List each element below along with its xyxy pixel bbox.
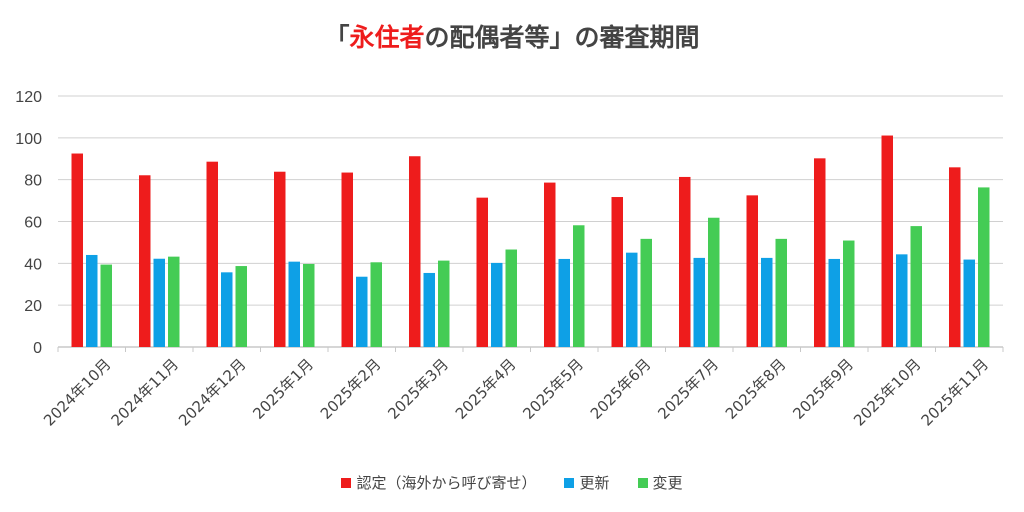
bar-red xyxy=(206,161,218,347)
bar-blue xyxy=(828,258,840,347)
legend-item: 認定（海外から呼び寄せ） xyxy=(341,472,536,493)
y-tick-label: 80 xyxy=(24,173,42,190)
title-prefix: 「 xyxy=(324,23,350,52)
bar-red xyxy=(409,156,421,347)
bar-red xyxy=(476,197,488,347)
bar-green xyxy=(100,264,112,347)
bar-green xyxy=(573,225,585,347)
bar-red xyxy=(139,175,151,347)
bar-blue xyxy=(423,272,435,347)
y-tick-label: 60 xyxy=(24,215,42,232)
bar-blue xyxy=(86,254,98,347)
x-tick-label: 2025年3月 xyxy=(384,355,452,423)
x-tick-label: 2025年8月 xyxy=(722,355,790,423)
bar-red xyxy=(949,167,961,347)
bar-green xyxy=(505,249,517,347)
bar-green xyxy=(303,263,315,347)
legend-item: 変更 xyxy=(637,472,683,493)
title-suffix: の配偶者等」の審査期間 xyxy=(424,23,700,52)
legend-label: 更新 xyxy=(579,474,610,492)
bar-blue xyxy=(626,252,638,347)
bar-blue xyxy=(491,262,503,347)
bar-blue xyxy=(761,257,773,347)
title-highlight: 永住者 xyxy=(349,23,425,52)
x-tick-label: 2024年12月 xyxy=(175,355,249,429)
bar-red xyxy=(679,176,691,347)
bar-red xyxy=(746,195,758,347)
legend-swatch xyxy=(341,477,352,488)
x-tick-label: 2025年1月 xyxy=(249,355,317,423)
x-tick-label: 2024年11月 xyxy=(108,355,182,429)
bar-green xyxy=(843,240,855,347)
bar-green xyxy=(775,238,787,347)
x-tick-label: 2025年5月 xyxy=(519,355,587,423)
bar-blue xyxy=(963,259,975,347)
bar-green xyxy=(640,238,652,347)
bar-green xyxy=(910,226,922,347)
legend-label: 変更 xyxy=(652,474,683,492)
bar-green xyxy=(708,217,720,347)
bar-blue xyxy=(288,261,300,347)
bar-red xyxy=(341,172,353,347)
legend-swatch xyxy=(564,477,575,488)
bar-blue xyxy=(693,257,705,347)
x-tick-label: 2025年11月 xyxy=(918,355,992,429)
bar-green xyxy=(978,187,990,347)
legend-item: 更新 xyxy=(564,472,610,493)
bar-blue xyxy=(896,254,908,347)
legend: 認定（海外から呼び寄せ） 更新 変更 xyxy=(0,472,1024,493)
legend-label: 認定（海外から呼び寄せ） xyxy=(356,474,537,492)
bar-blue xyxy=(558,258,570,347)
bar-red xyxy=(881,135,893,347)
x-tick-label: 2024年10月 xyxy=(40,355,114,429)
bar-red xyxy=(274,171,286,347)
legend-swatch xyxy=(637,477,648,488)
y-tick-label: 120 xyxy=(15,89,42,106)
bar-blue xyxy=(153,258,165,347)
bar-blue xyxy=(221,272,233,347)
y-tick-label: 40 xyxy=(24,256,42,273)
bar-green xyxy=(235,266,247,347)
bar-blue xyxy=(356,276,368,347)
x-tick-label: 2025年4月 xyxy=(452,355,520,423)
x-tick-label: 2025年2月 xyxy=(317,355,385,423)
bar-green xyxy=(168,256,180,347)
chart-title: 「永住者の配偶者等」の審査期間 xyxy=(0,18,1024,54)
x-tick-label: 2025年7月 xyxy=(654,355,722,423)
y-tick-label: 0 xyxy=(33,340,42,357)
bar-red xyxy=(814,158,826,347)
bar-red xyxy=(544,182,556,347)
x-tick-label: 2025年6月 xyxy=(587,355,655,423)
y-tick-label: 100 xyxy=(15,131,42,148)
y-tick-label: 20 xyxy=(24,298,42,315)
bar-red xyxy=(71,153,83,347)
x-tick-label: 2025年9月 xyxy=(789,355,857,423)
bar-green xyxy=(370,262,382,347)
bar-red xyxy=(611,197,623,347)
bar-green xyxy=(438,260,450,347)
x-tick-label: 2025年10月 xyxy=(850,355,924,429)
